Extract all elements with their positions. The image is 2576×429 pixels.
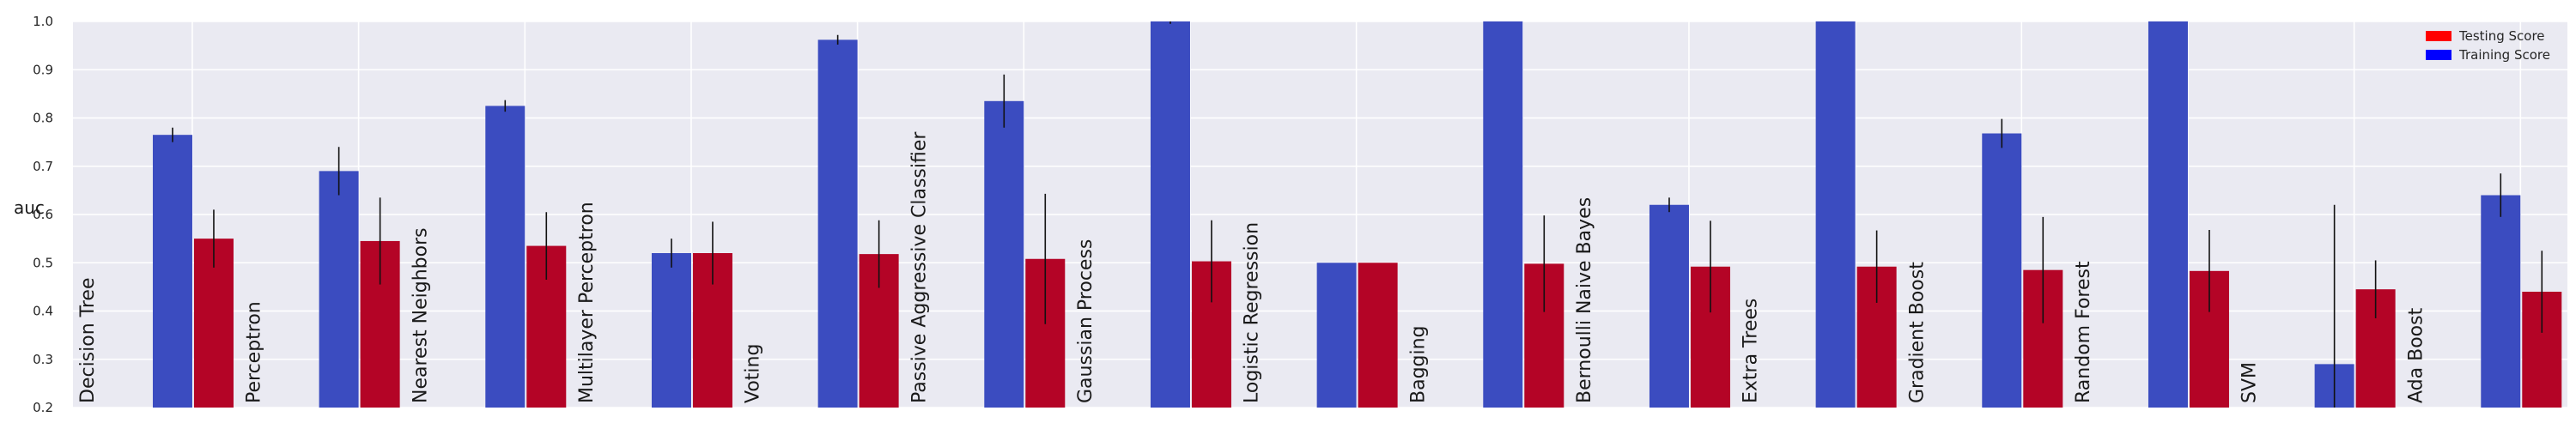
error-bars [172,21,2543,408]
training-bar [1150,21,1190,408]
training-bar [319,171,359,408]
training-bar [1649,204,1689,408]
training-bar [2481,195,2521,408]
y-tick-label: 0.4 [33,304,53,319]
training-bar [817,39,858,408]
category-label: Nearest Neighbors [410,227,431,403]
category-label: Gradient Boost [1906,262,1928,403]
training-bar [1815,21,1856,408]
category-label: Bagging [1407,325,1429,403]
category-label: Multilayer Perceptron [576,202,598,403]
training-bar [1982,133,2022,408]
training-bar [1483,21,1523,408]
y-tick-label: 0.9 [33,62,53,77]
training-bar [152,135,192,408]
category-label: Voting [743,344,764,403]
category-label: Ada Boost [2405,307,2427,403]
legend-swatch [2426,31,2451,41]
category-label: Bernoulli Naive Bayes [1574,197,1595,403]
y-tick-labels: 0.2 0.3 0.4 0.5 0.6 0.7 0.8 0.9 1.0 [33,14,53,415]
training-bar [2148,21,2188,408]
legend-label: Testing Score [2458,28,2545,44]
training-bar [984,100,1024,408]
training-bar [485,106,526,408]
training-bar [1316,263,1357,408]
y-tick-label: 0.7 [33,159,53,174]
y-tick-label: 0.3 [33,352,53,367]
category-label: Gaussian Process [1075,239,1097,403]
category-label: SVM [2239,362,2261,403]
category-labels: Decision Tree Perceptron Nearest Neighbors… [77,131,2427,403]
category-label: Random Forest [2073,261,2094,403]
category-label: Decision Tree [77,278,99,404]
y-tick-label: 0.2 [33,400,53,415]
legend: Testing Score Training Score [2426,28,2550,63]
y-tick-label: 0.8 [33,111,53,126]
category-label: Passive Aggressive Classifier [908,131,930,403]
y-tick-label: 1.0 [33,14,53,29]
legend-swatch [2426,50,2451,60]
testing-bar [1358,263,1398,408]
category-label: Logistic Regression [1242,222,1263,403]
training-bar [651,253,691,408]
y-axis-label: auc [14,197,45,218]
y-tick-label: 0.6 [33,207,53,222]
category-label: Perceptron [244,301,265,403]
legend-label: Training Score [2458,47,2550,63]
category-label: Extra Trees [1741,299,1762,403]
y-tick-label: 0.5 [33,255,53,270]
bars [152,21,2562,408]
